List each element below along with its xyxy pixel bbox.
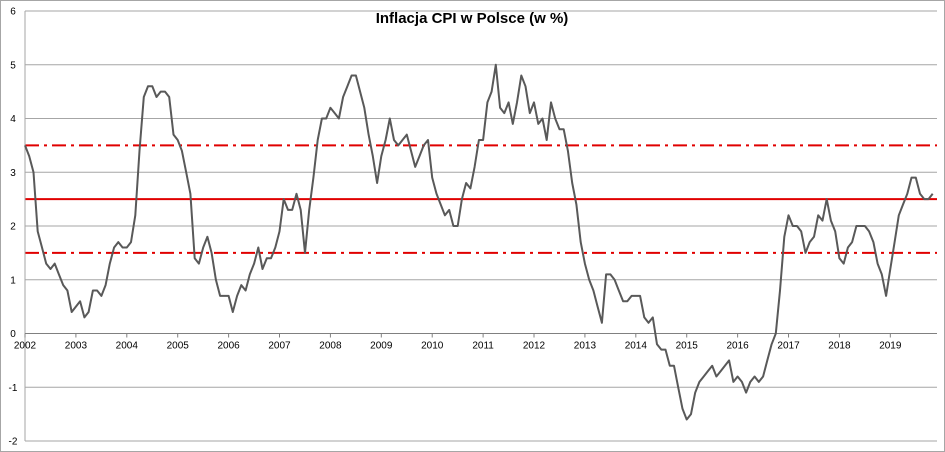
x-tick-label: 2013 <box>574 341 597 352</box>
y-tick-label: -1 <box>9 383 18 394</box>
x-tick-label: 2009 <box>370 341 393 352</box>
y-tick-label: 6 <box>10 7 16 18</box>
y-tick-label: 5 <box>10 60 16 71</box>
chart-title: Inflacja CPI w Polsce (w %) <box>376 10 569 27</box>
gridlines <box>25 10 937 442</box>
x-tick-label: 2008 <box>319 341 342 352</box>
x-tick-label: 2015 <box>676 341 699 352</box>
x-tick-label: 2005 <box>167 341 190 352</box>
x-tick-label: 2016 <box>726 341 749 352</box>
x-tick-label: 2007 <box>268 341 291 352</box>
x-tick-label: 2012 <box>523 341 546 352</box>
x-tick-label: 2002 <box>14 341 37 352</box>
x-tick-label: 2014 <box>625 341 648 352</box>
x-tick-label: 2017 <box>777 341 800 352</box>
x-tick-label: 2010 <box>421 341 444 352</box>
y-axis-ticks: -2 -1 0 1 2 3 4 5 6 <box>9 7 18 448</box>
y-tick-label: 0 <box>10 329 16 340</box>
x-tick-label: 2006 <box>217 341 240 352</box>
y-tick-label: 2 <box>10 222 16 233</box>
y-tick-label: -2 <box>9 437 18 448</box>
x-tick-label: 2004 <box>116 341 139 352</box>
x-tick-label: 2003 <box>65 341 88 352</box>
y-tick-label: 3 <box>10 168 16 179</box>
x-axis-ticks: 2002 2003 2004 2005 2006 2007 2008 2009 2010 2011… <box>14 341 902 352</box>
y-tick-label: 1 <box>10 275 16 286</box>
y-tick-label: 4 <box>10 114 16 125</box>
x-tick-label: 2019 <box>879 341 902 352</box>
x-tick-label: 2018 <box>828 341 851 352</box>
reference-lines <box>25 144 937 254</box>
axes <box>24 11 937 441</box>
series-layer <box>24 63 934 421</box>
x-tick-label: 2011 <box>472 341 494 352</box>
